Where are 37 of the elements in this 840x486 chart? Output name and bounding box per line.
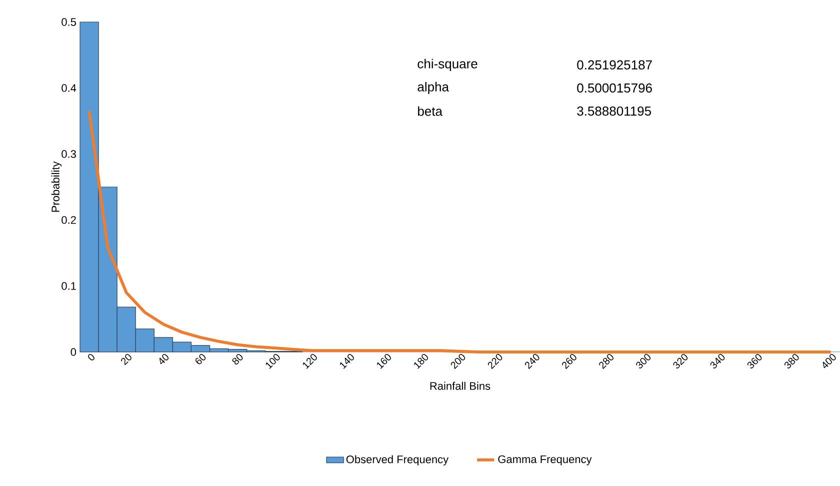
legend-label: Observed Frequency <box>346 455 449 466</box>
y-tick-label: 0 <box>70 348 76 356</box>
x-tick-label: 100 <box>266 354 280 369</box>
x-tick-label: 400 <box>822 354 836 368</box>
annotation: beta <box>418 106 442 116</box>
x-tick-label: 180 <box>414 354 428 369</box>
x-tick-label: 80 <box>232 354 243 364</box>
legend-label: Gamma Frequency <box>498 455 592 466</box>
x-tick-label: 140 <box>340 354 354 369</box>
x-tick-label: 360 <box>747 354 762 368</box>
x-tick-label: 160 <box>377 354 391 369</box>
annotation: 0.500015796 <box>577 83 652 93</box>
y-axis-title: Probability <box>51 161 62 212</box>
y-tick-label: 0.1 <box>62 282 76 290</box>
y-tick-label: 0.5 <box>62 18 76 26</box>
x-tick-label: 300 <box>636 354 650 368</box>
x-tick-label: 260 <box>562 354 576 370</box>
x-tick-label: 120 <box>302 354 317 369</box>
annotation: 0.251925187 <box>577 60 652 70</box>
annotation: alpha <box>418 82 449 94</box>
annotation: chi-square <box>418 58 478 71</box>
x-tick-label: 60 <box>195 354 206 364</box>
x-tick-label: 340 <box>710 354 725 368</box>
x-tick-label: 380 <box>784 354 799 368</box>
x-tick-label: 220 <box>488 354 502 370</box>
y-tick-label: 0.4 <box>62 84 76 92</box>
x-axis-title: Rainfall Bins <box>430 382 490 390</box>
y-tick-label: 0.2 <box>62 216 76 224</box>
x-tick-label: 240 <box>524 354 540 370</box>
annotation: 3.588801195 <box>577 106 651 116</box>
x-tick-label: 280 <box>599 354 614 370</box>
x-tick-label: 40 <box>159 354 169 364</box>
x-tick-label: 320 <box>673 354 688 368</box>
x-tick-label: 20 <box>121 354 132 366</box>
x-tick-label: 200 <box>450 354 466 370</box>
y-tick-label: 0.3 <box>62 150 76 158</box>
x-tick-label: 0 <box>88 354 94 360</box>
